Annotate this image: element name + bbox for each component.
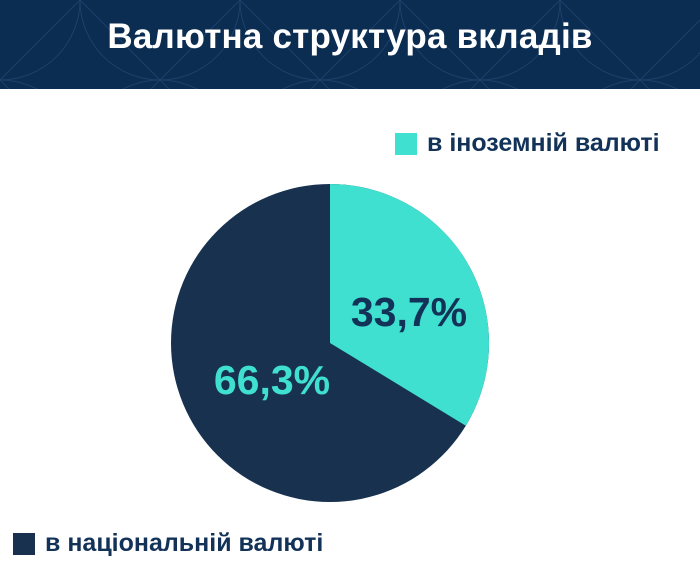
svg-text:33,7%: 33,7% xyxy=(351,289,467,335)
svg-text:66,3%: 66,3% xyxy=(214,357,330,403)
